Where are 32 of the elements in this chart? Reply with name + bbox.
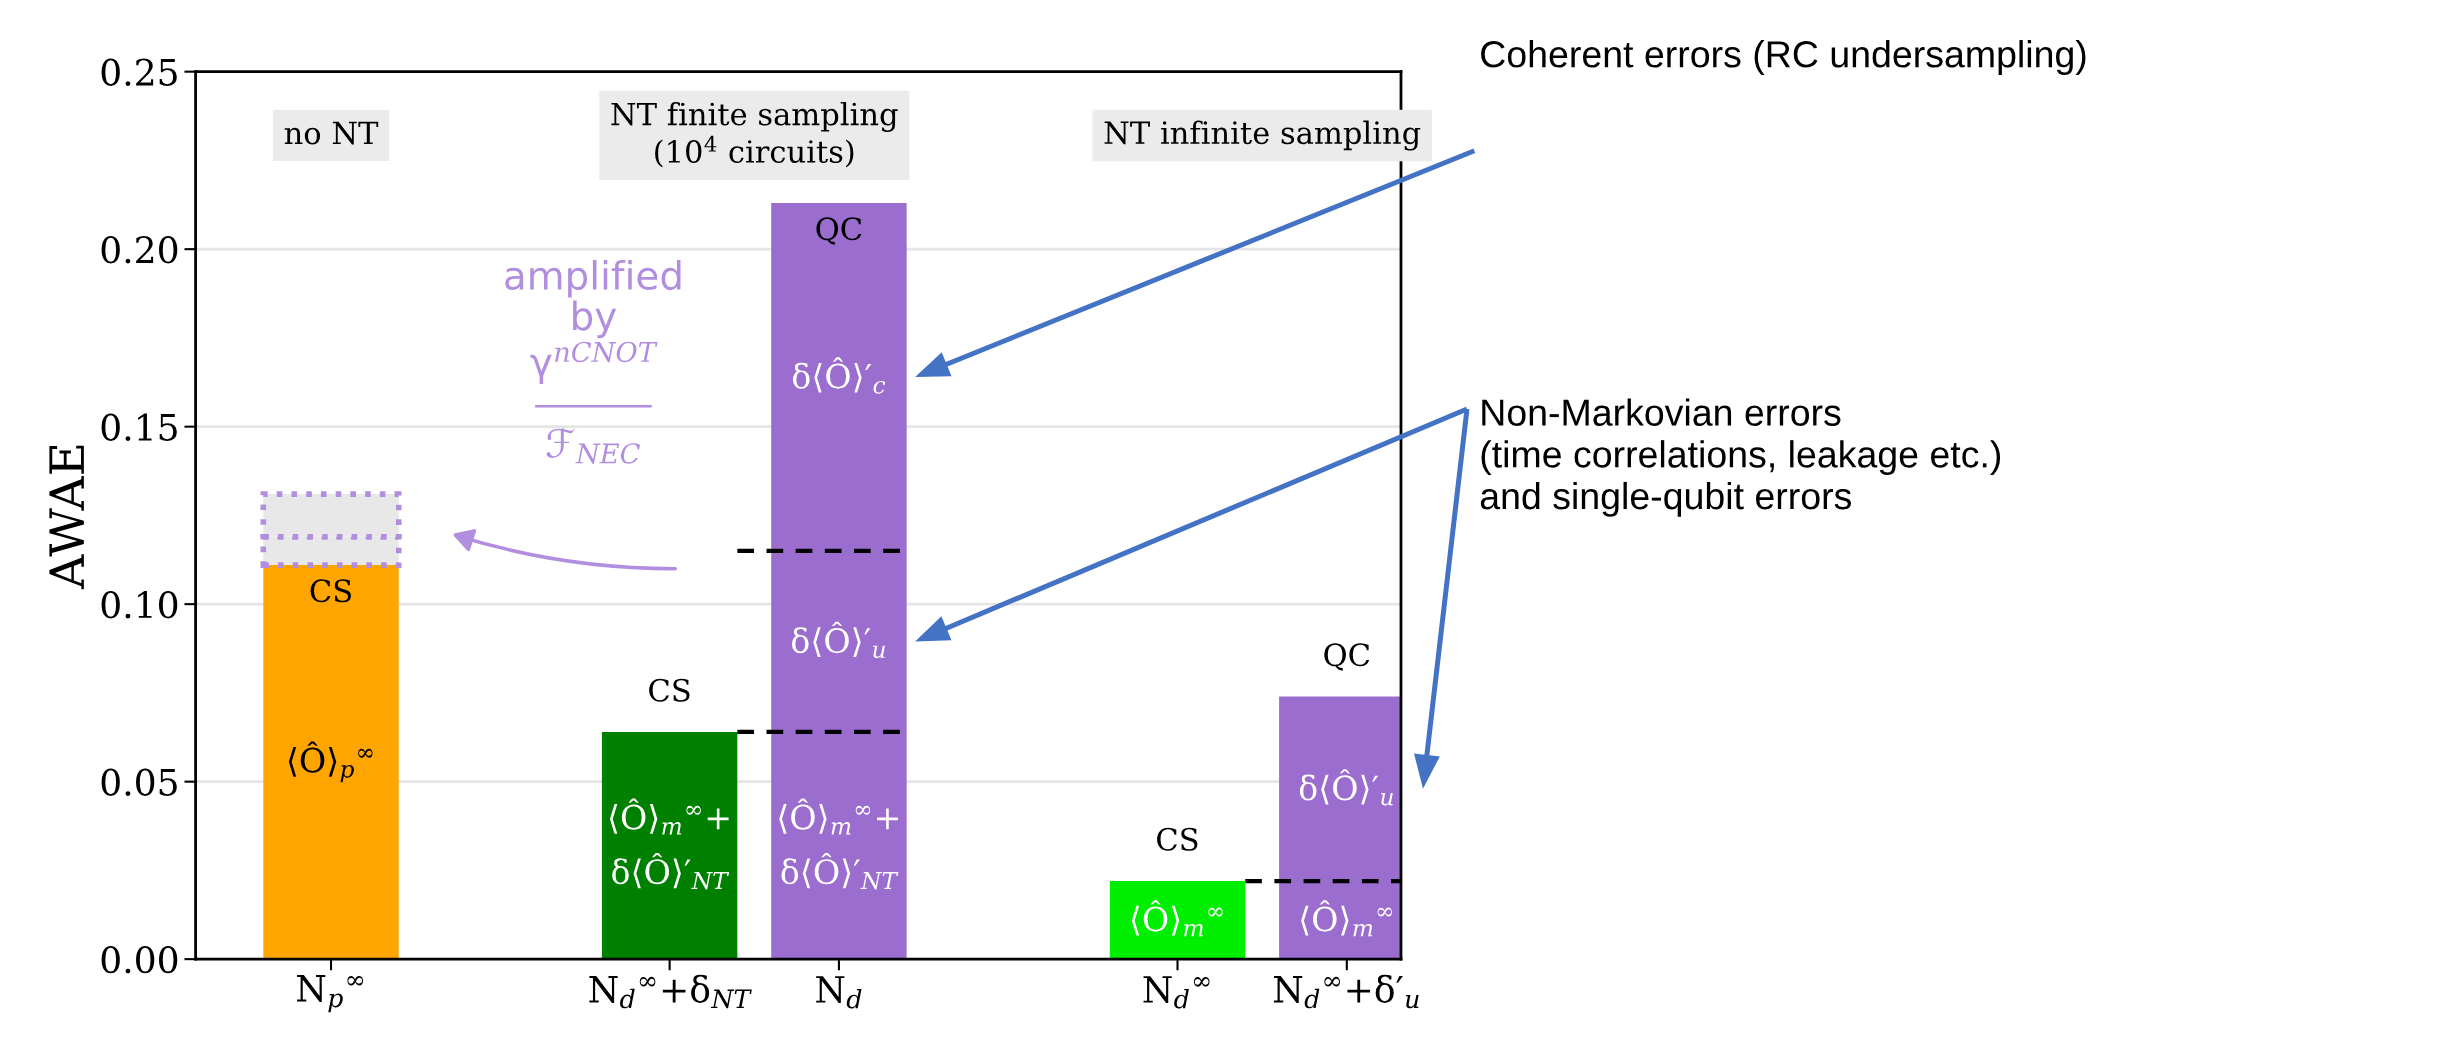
data-label: ⟨Ô⟩$_{m}$$^{∞}$ xyxy=(1131,900,1223,937)
y-axis-title: AWAE xyxy=(49,445,84,590)
y-tick-label: 0.15 xyxy=(101,413,177,441)
total-label: QC xyxy=(1324,643,1370,671)
text: amplified by γ$^{nCNOT}$ ――― ℱ$_{NEC}$ xyxy=(505,259,681,464)
x-tick-label: N$_{d}$ xyxy=(816,976,862,1009)
text: Coherent errors (RC undersampling) xyxy=(1481,40,2086,76)
data-label: δ⟨Ô⟩′$_{u}$ xyxy=(791,621,885,659)
total-label: QC xyxy=(816,217,862,245)
y-tick-label: 0.25 xyxy=(101,58,177,86)
y-tick-label: 0.00 xyxy=(101,946,178,974)
x-tick-label: N$_{d}$$^{∞}$+δ′$_{u}$ xyxy=(1274,974,1419,1009)
data-label: ⟨Ô⟩$_{m}$$^{∞}$ xyxy=(1301,900,1393,937)
data-label: ⟨Ô⟩$_{m}$$^{∞}$+ δ⟨Ô⟩′$_{NT}$ xyxy=(609,798,730,890)
y-tick-label: 0.10 xyxy=(101,591,178,619)
data-label: ⟨Ô⟩$_{m}$$^{∞}$+ δ⟨Ô⟩′$_{NT}$ xyxy=(779,798,899,890)
data-label: δ⟨Ô⟩′$_{c}$ xyxy=(792,357,886,394)
total-label: CS xyxy=(310,579,351,603)
data-label: ⟨Ô⟩$_{p}$$^{∞}$ xyxy=(288,741,373,783)
annotation: NT infinite sampling xyxy=(1104,120,1421,151)
annotation: NT finite sampling (10$^{4}$ circuits) xyxy=(611,101,898,168)
total-label: CS xyxy=(649,678,690,702)
x-tick-label: N$_{d}$$^{∞}$ xyxy=(1143,976,1210,1009)
text: Non-Markovian errors (time correlations, leakage etc.) and single-qubit errors xyxy=(1480,398,2001,517)
y-tick-label: 0.20 xyxy=(101,236,178,264)
annotation: no NT xyxy=(284,121,379,145)
bar xyxy=(601,731,738,960)
data-label: δ⟨Ô⟩′$_{u}$ xyxy=(1299,769,1393,806)
x-tick-label: N$_{p}$$^{∞}$ xyxy=(297,975,364,1013)
x-tick-label: N$_{d}$$^{∞}$+δ$_{NT}$ xyxy=(589,974,752,1009)
y-tick-label: 0.05 xyxy=(101,768,177,796)
total-label: CS xyxy=(1157,827,1198,851)
